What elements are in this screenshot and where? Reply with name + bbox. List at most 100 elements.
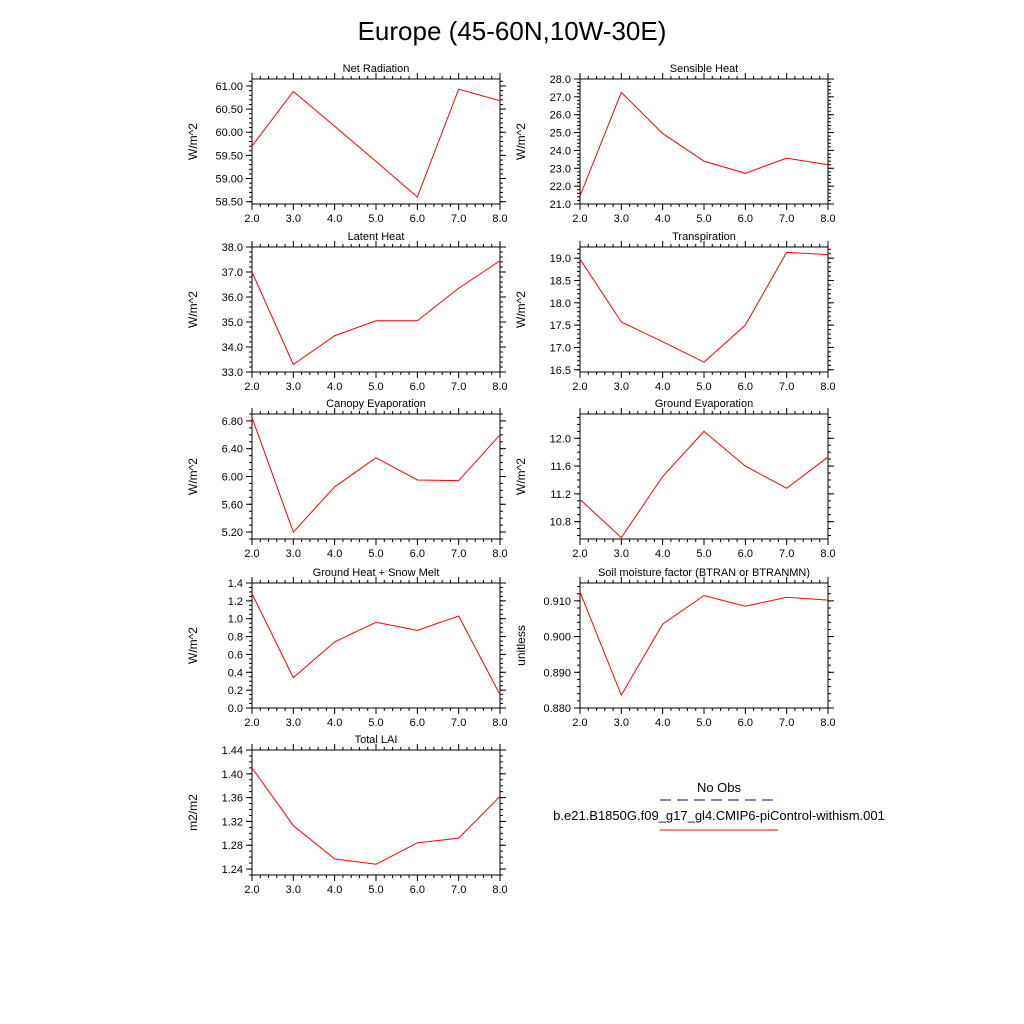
x-tick-label: 7.0	[779, 213, 794, 225]
y-tick-label: 61.00	[215, 81, 243, 93]
y-tick-label: 0.880	[543, 703, 571, 715]
x-tick-label: 8.0	[492, 381, 507, 393]
x-tick-label: 2.0	[572, 717, 587, 729]
legend-obs-label: No Obs	[697, 780, 742, 795]
y-tick-label: 60.00	[215, 127, 243, 139]
y-tick-label: 18.5	[550, 275, 571, 287]
y-axis-label: W/m^2	[514, 123, 528, 160]
panel-title: Canopy Evaporation	[326, 398, 426, 410]
x-tick-label: 3.0	[286, 884, 301, 896]
y-tick-label: 5.60	[222, 499, 243, 511]
x-tick-label: 3.0	[614, 213, 629, 225]
x-tick-label: 3.0	[286, 213, 301, 225]
panel-9: 2.0 3.0 4.0 5.0 6.0 7.0 8.0 1.24 1.28 1.32 1.36 1.4…	[186, 734, 508, 896]
panel-title: Net Radiation	[343, 63, 410, 75]
x-tick-label: 2.0	[572, 213, 587, 225]
x-tick-label: 6.0	[410, 548, 425, 560]
series-line	[579, 251, 829, 363]
x-tick-label: 5.0	[368, 548, 383, 560]
y-tick-label: 1.0	[228, 614, 243, 626]
x-tick-label: 2.0	[244, 213, 259, 225]
series-line	[251, 88, 501, 198]
panel-title: Soil moisture factor (BTRAN or BTRANMN)	[598, 567, 810, 579]
y-tick-label: 59.00	[215, 174, 243, 186]
x-tick-label: 4.0	[655, 548, 670, 560]
series-line	[579, 430, 829, 539]
figure-title: Europe (45-60N,10W-30E)	[358, 16, 667, 46]
y-tick-label: 1.24	[222, 864, 243, 876]
panel-title: Sensible Heat	[670, 63, 739, 75]
x-tick-label: 5.0	[696, 381, 711, 393]
y-axis-label: m2/m2	[186, 794, 200, 831]
y-tick-label: 23.0	[550, 163, 571, 175]
x-tick-label: 5.0	[696, 717, 711, 729]
y-tick-label: 6.80	[222, 416, 243, 428]
y-axis-label: W/m^2	[514, 291, 528, 328]
y-tick-label: 16.5	[550, 365, 571, 377]
x-tick-label: 2.0	[244, 381, 259, 393]
x-tick-label: 6.0	[410, 717, 425, 729]
x-tick-label: 4.0	[655, 717, 670, 729]
x-tick-label: 6.0	[738, 717, 753, 729]
x-tick-label: 5.0	[368, 884, 383, 896]
y-axis-label: W/m^2	[186, 627, 200, 664]
y-axis-label: unitless	[514, 625, 528, 666]
x-tick-label: 8.0	[820, 213, 835, 225]
y-tick-label: 34.0	[222, 342, 243, 354]
x-tick-label: 7.0	[451, 381, 466, 393]
y-tick-label: 0.4	[228, 667, 243, 679]
y-tick-label: 10.8	[550, 517, 571, 529]
y-tick-label: 11.6	[550, 461, 571, 473]
y-tick-label: 1.28	[222, 840, 243, 852]
series-line	[251, 593, 501, 695]
panel-8: 2.0 3.0 4.0 5.0 6.0 7.0 8.0 0.880 0.890 0.900 0.91…	[514, 567, 836, 729]
y-tick-label: 38.0	[222, 242, 243, 254]
x-tick-label: 4.0	[655, 381, 670, 393]
x-tick-label: 8.0	[820, 381, 835, 393]
x-tick-label: 5.0	[368, 717, 383, 729]
x-tick-label: 8.0	[820, 717, 835, 729]
panel-7: 2.0 3.0 4.0 5.0 6.0 7.0 8.0 0.0 0.2 0.4 0.6 0.8 1.0 1…	[186, 567, 508, 729]
x-tick-label: 6.0	[738, 381, 753, 393]
x-tick-label: 7.0	[451, 548, 466, 560]
series-line	[251, 417, 501, 534]
y-tick-label: 19.0	[550, 253, 571, 265]
x-tick-label: 2.0	[244, 548, 259, 560]
x-tick-label: 6.0	[738, 548, 753, 560]
y-tick-label: 26.0	[550, 110, 571, 122]
panel-4: 2.0 3.0 4.0 5.0 6.0 7.0 8.0 16.5 17.0 17.5 18.0 18.…	[514, 231, 836, 393]
y-tick-label: 33.0	[222, 367, 243, 379]
x-tick-label: 6.0	[410, 381, 425, 393]
x-tick-label: 7.0	[779, 548, 794, 560]
y-tick-label: 17.5	[550, 320, 571, 332]
x-tick-label: 7.0	[451, 213, 466, 225]
x-tick-label: 3.0	[614, 548, 629, 560]
x-tick-label: 4.0	[327, 548, 342, 560]
x-tick-label: 7.0	[779, 381, 794, 393]
x-tick-label: 3.0	[286, 381, 301, 393]
y-tick-label: 17.0	[550, 342, 571, 354]
x-tick-label: 4.0	[327, 381, 342, 393]
y-tick-label: 6.40	[222, 444, 243, 456]
y-tick-label: 0.2	[228, 685, 243, 697]
panel-2: 2.0 3.0 4.0 5.0 6.0 7.0 8.0 21.0 22.0 23.0 24.0 25.…	[514, 63, 836, 225]
x-tick-label: 4.0	[327, 717, 342, 729]
x-tick-label: 8.0	[492, 884, 507, 896]
series-line	[251, 767, 501, 865]
y-tick-label: 6.00	[222, 472, 243, 484]
x-tick-label: 4.0	[327, 213, 342, 225]
y-tick-label: 28.0	[550, 74, 571, 86]
x-tick-label: 2.0	[244, 717, 259, 729]
panel-title: Ground Evaporation	[655, 398, 753, 410]
x-tick-label: 3.0	[286, 717, 301, 729]
x-tick-label: 3.0	[286, 548, 301, 560]
y-tick-label: 1.40	[222, 769, 243, 781]
y-tick-label: 0.900	[543, 632, 571, 644]
panel-title: Total LAI	[355, 734, 398, 746]
x-tick-label: 5.0	[696, 548, 711, 560]
y-tick-label: 59.50	[215, 150, 243, 162]
series-line	[251, 260, 501, 366]
y-tick-label: 60.50	[215, 104, 243, 116]
x-tick-label: 6.0	[410, 213, 425, 225]
